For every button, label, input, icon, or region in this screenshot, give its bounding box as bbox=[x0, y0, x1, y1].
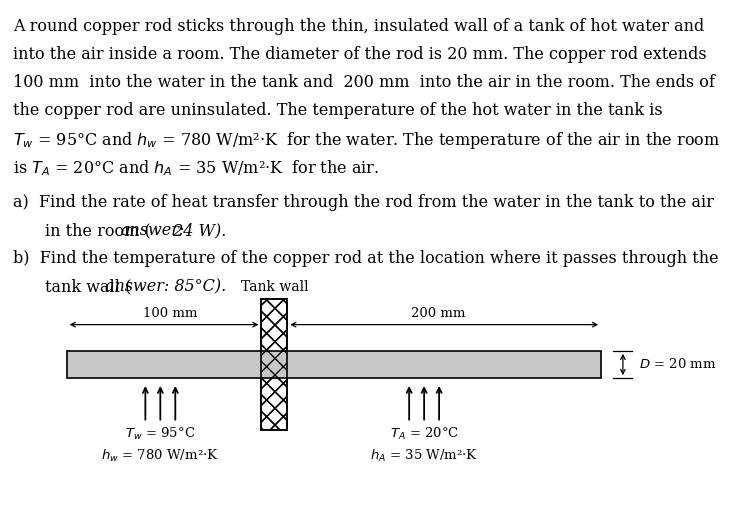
Bar bbox=[67, 351, 601, 378]
Text: answer:: answer: bbox=[121, 222, 185, 239]
Text: 100 mm: 100 mm bbox=[143, 307, 198, 321]
Text: $D$ = 20 mm: $D$ = 20 mm bbox=[639, 357, 717, 371]
Text: A round copper rod sticks through the thin, insulated wall of a tank of hot wate: A round copper rod sticks through the th… bbox=[13, 18, 704, 35]
Text: into the air inside a room. The diameter of the rod is 20 mm. The copper rod ext: into the air inside a room. The diameter… bbox=[13, 46, 707, 63]
Text: answer: 85°C).: answer: 85°C). bbox=[105, 278, 227, 295]
Text: $h_w$ = 780 W/m²·K: $h_w$ = 780 W/m²·K bbox=[102, 448, 219, 464]
Text: b)  Find the temperature of the copper rod at the location where it passes throu: b) Find the temperature of the copper ro… bbox=[13, 250, 719, 267]
Text: 24 W).: 24 W). bbox=[168, 222, 227, 239]
Text: 200 mm: 200 mm bbox=[411, 307, 465, 321]
Text: the copper rod are uninsulated. The temperature of the hot water in the tank is: the copper rod are uninsulated. The temp… bbox=[13, 102, 662, 119]
Text: is $T_A$ = 20°C and $h_A$ = 35 W/m²·K  for the air.: is $T_A$ = 20°C and $h_A$ = 35 W/m²·K fo… bbox=[13, 158, 379, 178]
Text: in the room (: in the room ( bbox=[45, 222, 151, 239]
Bar bbox=[261, 299, 287, 430]
Text: $T_w$ = 95°C: $T_w$ = 95°C bbox=[125, 426, 195, 442]
Text: $h_A$ = 35 W/m²·K: $h_A$ = 35 W/m²·K bbox=[370, 448, 478, 464]
Text: $T_w$ = 95°C and $h_w$ = 780 W/m²·K  for the water. The temperature of the air i: $T_w$ = 95°C and $h_w$ = 780 W/m²·K for … bbox=[13, 130, 720, 151]
Text: tank wall (: tank wall ( bbox=[45, 278, 132, 295]
Text: Tank wall: Tank wall bbox=[241, 280, 308, 294]
Text: a)  Find the rate of heat transfer through the rod from the water in the tank to: a) Find the rate of heat transfer throug… bbox=[13, 194, 714, 211]
Bar bbox=[261, 299, 287, 430]
Text: 100 mm  into the water in the tank and  200 mm  into the air in the room. The en: 100 mm into the water in the tank and 20… bbox=[13, 74, 715, 91]
Text: $T_A$ = 20°C: $T_A$ = 20°C bbox=[389, 426, 459, 442]
